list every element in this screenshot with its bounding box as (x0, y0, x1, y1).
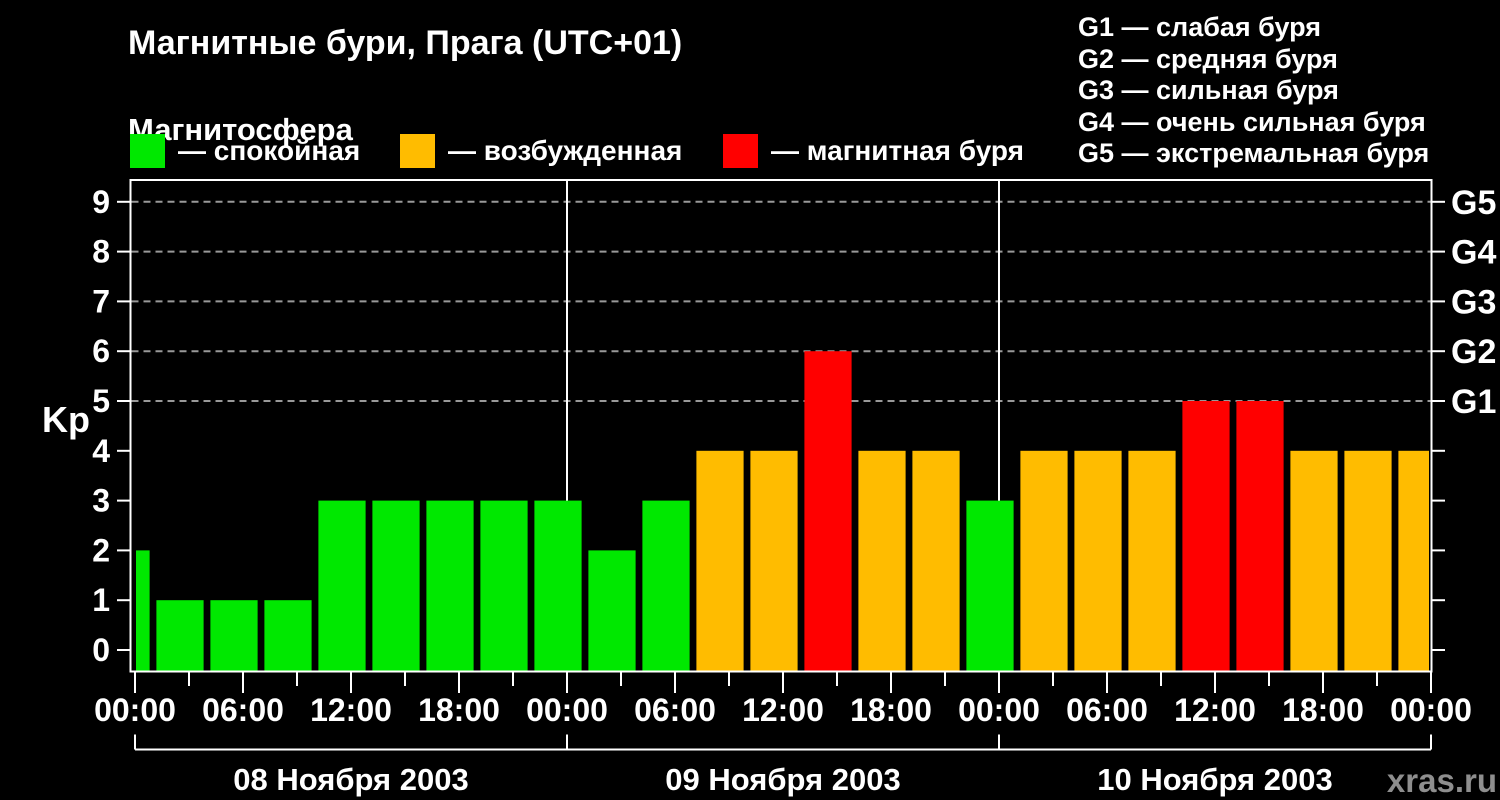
x-tick-label: 12:00 (1174, 692, 1256, 728)
g-tick-label: G4 (1451, 234, 1496, 272)
g-legend-line: G2 — средняя буря (1078, 43, 1338, 74)
x-tick-label: 12:00 (310, 692, 392, 728)
chart-subtitle: Магнитосфера (128, 112, 353, 147)
y-tick-label: 5 (92, 383, 110, 419)
legend-item-excited: — возбужденная (400, 134, 682, 168)
g-scale-legend: G1 — слабая буря G2 — средняя буря G3 — … (1078, 12, 1429, 170)
kp-bar (534, 500, 582, 671)
kp-bar (858, 450, 906, 671)
legend-item-quiet: — спокойная (130, 134, 360, 168)
legend-item-storm: — магнитная буря (723, 134, 1024, 168)
kp-bar (696, 450, 744, 671)
kp-bar (912, 450, 960, 671)
y-tick-label: 0 (92, 632, 110, 668)
legend-label: — возбужденная (448, 135, 683, 166)
legend-label: — спокойная (178, 135, 361, 166)
g-tick-label: G3 (1451, 283, 1496, 321)
g-legend-line: G1 — слабая буря (1078, 12, 1322, 42)
kp-bar (372, 500, 420, 671)
kp-bar (136, 550, 150, 671)
y-tick-label: 1 (92, 582, 110, 618)
kp-bar (318, 500, 366, 671)
y-tick-label: 4 (92, 433, 110, 469)
x-tick-label: 18:00 (850, 692, 932, 728)
x-tick-label: 00:00 (94, 692, 176, 728)
g-legend-line: G4 — очень сильная буря (1078, 106, 1426, 137)
y-tick-label: 3 (92, 483, 110, 519)
kp-bar (264, 600, 312, 671)
g-tick-label: G1 (1451, 383, 1496, 421)
y-tick-label: 9 (92, 184, 110, 220)
kp-bar (210, 600, 258, 671)
kp-bar (750, 450, 798, 671)
kp-bar (804, 351, 852, 671)
x-tick-label: 06:00 (634, 692, 716, 728)
kp-bar (1398, 450, 1429, 671)
y-tick-label: 2 (92, 532, 110, 568)
kp-bar (1074, 450, 1122, 671)
g-tick-label: G5 (1451, 184, 1496, 222)
kp-bar (1128, 450, 1176, 671)
date-label: 09 Ноября 2003 (665, 762, 900, 797)
watermark-xras: xras.ru (1386, 762, 1497, 799)
y-tick-label: 8 (92, 234, 110, 270)
kp-bar (1344, 450, 1392, 671)
g-legend-line: G3 — сильная буря (1078, 75, 1339, 106)
kp-bar (588, 550, 636, 671)
x-tick-label: 12:00 (742, 692, 824, 728)
date-label: 08 Ноября 2003 (233, 762, 468, 797)
x-tick-label: 18:00 (418, 692, 500, 728)
y-axis-title-kp: Kp (42, 399, 90, 440)
legend-label: — магнитная буря (771, 135, 1024, 166)
kp-bar (156, 600, 204, 671)
g-legend-line: G5 — экстремальная буря (1078, 138, 1430, 169)
page-title: Магнитные бури, Прага (UTC+01) (128, 24, 683, 62)
plot-frame (129, 179, 1433, 673)
legend-swatch-1 (400, 134, 435, 168)
kp-bar (1020, 450, 1068, 671)
kp-bar (1236, 401, 1284, 671)
x-tick-label: 06:00 (202, 692, 284, 728)
kp-bar (642, 500, 690, 671)
date-label: 10 Ноября 2003 (1097, 762, 1332, 797)
y-tick-label: 7 (92, 283, 110, 319)
legend-swatch-2 (723, 134, 758, 168)
y-tick-label: 6 (92, 333, 110, 369)
x-tick-label: 00:00 (1390, 692, 1472, 728)
kp-bar (480, 500, 528, 671)
g-tick-label: G2 (1451, 333, 1496, 371)
x-tick-label: 06:00 (1066, 692, 1148, 728)
kp-bar (1182, 401, 1230, 671)
x-tick-label: 00:00 (958, 692, 1040, 728)
legend-swatch-0 (130, 134, 165, 168)
x-tick-label: 18:00 (1282, 692, 1364, 728)
kp-bar (1290, 450, 1338, 671)
x-tick-label: 00:00 (526, 692, 608, 728)
kp-bar (426, 500, 474, 671)
kp-bar (966, 500, 1014, 671)
